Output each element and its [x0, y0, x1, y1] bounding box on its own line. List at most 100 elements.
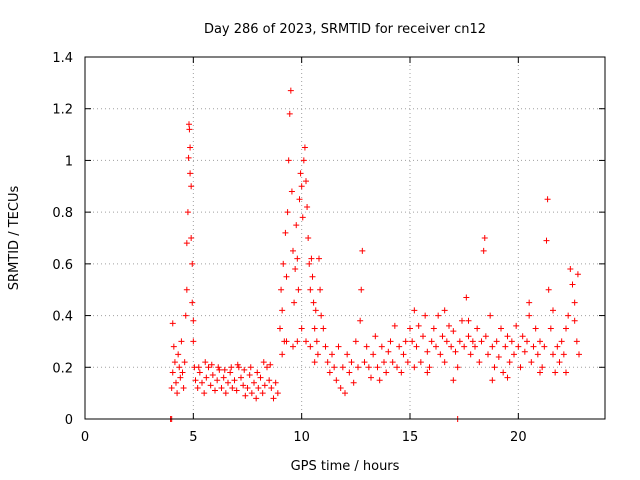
- data-point: [286, 110, 293, 117]
- data-point: [196, 369, 203, 376]
- data-point: [346, 369, 353, 376]
- data-point: [247, 364, 254, 371]
- data-point: [372, 333, 379, 340]
- data-point: [467, 351, 474, 358]
- data-point: [295, 286, 302, 293]
- y-tick-label: 1.4: [52, 51, 73, 66]
- data-point: [472, 343, 478, 350]
- data-point: [274, 390, 281, 397]
- data-point: [311, 325, 318, 332]
- data-point: [188, 183, 195, 190]
- data-point: [502, 343, 509, 350]
- data-point: [228, 364, 235, 371]
- data-point: [298, 325, 305, 332]
- data-point: [361, 359, 368, 366]
- data-point: [437, 351, 444, 358]
- data-point: [190, 317, 197, 324]
- data-point: [532, 325, 539, 332]
- data-point: [474, 325, 481, 332]
- data-point: [176, 364, 183, 371]
- data-point: [530, 343, 537, 350]
- data-point: [221, 366, 228, 373]
- data-point: [306, 260, 313, 267]
- data-point: [413, 343, 420, 350]
- data-point: [280, 260, 287, 267]
- data-point: [173, 379, 179, 386]
- data-point: [317, 286, 324, 293]
- data-point: [190, 338, 197, 345]
- plot-frame: [84, 56, 606, 420]
- data-point: [238, 374, 244, 381]
- data-point: [454, 364, 461, 371]
- data-point: [333, 377, 340, 384]
- data-point: [168, 384, 175, 391]
- data-point: [287, 87, 294, 94]
- data-point: [322, 343, 329, 350]
- data-point: [350, 379, 357, 386]
- data-point: [461, 343, 468, 350]
- data-point: [441, 359, 448, 366]
- data-point: [248, 390, 255, 397]
- y-tick-label: 1: [65, 154, 73, 169]
- data-point: [526, 312, 533, 319]
- data-point: [227, 369, 234, 376]
- data-point: [335, 343, 342, 350]
- y-tick-label: 0.8: [52, 206, 73, 221]
- data-point: [528, 359, 535, 366]
- data-point: [500, 369, 507, 376]
- data-point: [222, 390, 229, 397]
- data-point: [517, 364, 524, 371]
- data-point: [329, 351, 335, 358]
- data-point: [179, 369, 186, 376]
- chart-title: Day 286 of 2023, SRMTID for receiver cn1…: [204, 22, 486, 37]
- data-point: [225, 379, 231, 386]
- data-point: [571, 299, 578, 306]
- data-point: [207, 382, 214, 389]
- y-axis-label: SRMTID / TECUs: [7, 186, 22, 291]
- data-point: [342, 390, 348, 397]
- data-point: [307, 286, 314, 293]
- data-point: [218, 384, 225, 391]
- data-point: [411, 364, 418, 371]
- data-point: [318, 312, 325, 319]
- data-point: [205, 364, 212, 371]
- data-point: [264, 364, 270, 371]
- data-point: [424, 369, 431, 376]
- data-point: [424, 348, 431, 355]
- data-point: [547, 325, 554, 332]
- data-point: [450, 377, 457, 384]
- data-point: [192, 377, 199, 384]
- data-point: [383, 369, 390, 376]
- data-point: [181, 359, 188, 366]
- axis-ticks: 0 5 10 15 20 0 0.2 0.4 0.6 0.8 1 1.2 1.4: [52, 51, 605, 445]
- data-point: [452, 348, 459, 355]
- data-point: [234, 361, 241, 368]
- data-point: [215, 364, 222, 371]
- data-point: [576, 351, 582, 358]
- data-point: [303, 338, 309, 345]
- data-point: [398, 369, 405, 376]
- data-point: [233, 387, 240, 394]
- grid: [85, 57, 605, 419]
- data-point: [277, 325, 283, 332]
- data-point: [348, 359, 355, 366]
- data-point: [278, 286, 285, 293]
- data-point: [296, 196, 303, 203]
- data-point: [220, 374, 227, 381]
- data-point: [180, 384, 187, 391]
- data-point: [294, 255, 301, 262]
- data-point: [337, 384, 344, 391]
- data-point: [305, 235, 312, 241]
- data-point: [175, 351, 182, 358]
- data-point: [469, 338, 476, 345]
- data-point: [563, 325, 569, 332]
- data-point: [400, 351, 407, 358]
- data-point: [209, 372, 216, 379]
- data-point: [259, 390, 266, 397]
- data-point: [254, 369, 261, 376]
- data-point: [313, 338, 320, 345]
- data-point: [257, 374, 264, 381]
- data-point: [465, 333, 472, 340]
- data-point: [385, 348, 392, 355]
- data-point: [267, 361, 274, 368]
